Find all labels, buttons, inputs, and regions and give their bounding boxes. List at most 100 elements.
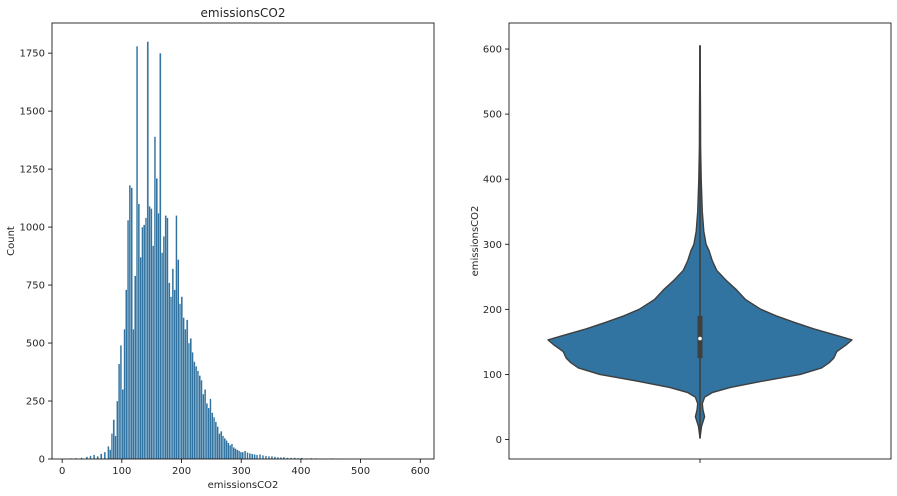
histogram-bar <box>171 268 174 460</box>
histogram-bar <box>198 375 201 460</box>
histogram-bar <box>267 456 270 460</box>
x-tick-label: 400 <box>291 466 310 477</box>
histogram-bar <box>253 454 256 460</box>
histogram-bar <box>264 455 268 460</box>
histogram-bar <box>261 455 265 460</box>
histogram-bar <box>239 451 242 460</box>
histogram-bar <box>109 449 112 460</box>
histogram-bar <box>202 393 205 460</box>
histogram-bar <box>162 236 165 460</box>
histogram-bar <box>229 444 232 460</box>
histogram-bar <box>137 203 140 460</box>
histogram-bar <box>191 352 194 460</box>
histogram-bar <box>134 275 137 460</box>
histogram-bar <box>121 389 124 460</box>
y-tick-label: 750 <box>26 281 45 292</box>
x-tick-label: 600 <box>411 466 430 477</box>
histogram-bar <box>146 41 149 460</box>
histogram-bar <box>230 443 233 460</box>
x-tick-label: 500 <box>351 466 370 477</box>
histogram-bar <box>225 440 228 460</box>
histogram-bar <box>159 53 162 460</box>
histogram-bar <box>157 213 160 460</box>
histogram-bar <box>100 453 103 460</box>
y-tick-label: 400 <box>483 175 502 186</box>
histogram-bar <box>112 419 115 460</box>
histogram-bar <box>114 435 117 460</box>
histogram-bar <box>258 454 262 460</box>
histogram-bar <box>125 289 128 460</box>
y-tick-label: 1500 <box>20 107 45 118</box>
x-tick-label: 300 <box>232 466 251 477</box>
histogram-title: emissionsCO2 <box>201 6 286 20</box>
histogram-bar <box>152 245 155 460</box>
histogram-bar <box>179 303 182 460</box>
y-tick-label: 300 <box>483 240 502 251</box>
histogram-bar <box>270 456 273 460</box>
histogram-bar <box>173 289 176 460</box>
histogram-bar <box>205 403 208 460</box>
histogram-bar <box>209 398 212 460</box>
histogram-bar <box>143 224 146 460</box>
histogram-bar <box>107 446 110 460</box>
histogram-bar <box>128 185 131 460</box>
violin-median-dot <box>698 336 702 341</box>
histogram-bar <box>118 363 121 460</box>
y-tick-label: 0 <box>39 455 45 466</box>
y-tick-label: 500 <box>483 110 502 121</box>
histogram-bar <box>211 412 214 460</box>
histogram-bar <box>164 215 167 460</box>
histogram-bar <box>246 452 249 460</box>
y-tick-label: 600 <box>483 45 502 56</box>
x-tick-label: 100 <box>112 466 131 477</box>
histogram-bar <box>132 329 135 460</box>
histogram-axes-frame <box>51 22 435 460</box>
histogram-panel: emissionsCO2 0 100 200 300 400 500 600 0 250 500… <box>6 6 435 491</box>
histogram-x-ticks: 0 100 200 300 400 500 600 <box>59 459 430 477</box>
histogram-bar <box>234 448 237 460</box>
histogram-bar <box>184 329 187 460</box>
histogram-bar <box>161 252 164 460</box>
histogram-bar <box>204 389 207 460</box>
histogram-bar <box>144 217 148 460</box>
histogram-bar <box>155 178 158 460</box>
y-tick-label: 500 <box>26 339 45 350</box>
histogram-y-axis-label: Count <box>6 226 17 256</box>
violin-panel: 0 100 200 300 400 500 600 emissionsCO2 <box>470 22 892 463</box>
histogram-bar <box>170 296 173 460</box>
histogram-bar <box>168 282 171 460</box>
histogram-bar <box>220 431 223 460</box>
x-tick-label: 0 <box>59 466 65 477</box>
histogram-bar <box>177 259 180 460</box>
histogram-bar <box>130 187 133 460</box>
histogram-bar <box>256 454 259 460</box>
histogram-bar <box>195 366 198 460</box>
histogram-bar <box>241 451 244 460</box>
y-tick-label: 1000 <box>20 223 45 234</box>
histogram-bar <box>166 217 169 460</box>
histogram-bar <box>227 442 230 460</box>
histogram-bar <box>218 433 221 460</box>
x-tick-label: 200 <box>172 466 191 477</box>
histogram-bars <box>69 41 417 460</box>
histogram-bar <box>223 438 226 460</box>
histogram-bar <box>193 361 196 460</box>
histogram-bar <box>200 380 203 460</box>
histogram-bar <box>89 455 92 460</box>
histogram-bar <box>238 450 241 460</box>
histogram-bar <box>248 453 251 460</box>
y-tick-label: 1750 <box>20 49 45 60</box>
histogram-bar <box>103 451 106 460</box>
histogram-bar <box>213 417 216 460</box>
histogram-y-ticks: 0 250 500 750 1000 1250 1500 1750 <box>20 49 52 466</box>
histogram-bar <box>236 449 239 460</box>
histogram-bar <box>216 426 219 460</box>
y-tick-label: 200 <box>483 305 502 316</box>
histogram-bar <box>150 208 153 460</box>
violin-shape <box>547 45 853 439</box>
histogram-bar <box>96 456 99 460</box>
histogram-bar <box>221 435 225 460</box>
histogram-bar <box>186 319 189 460</box>
histogram-bar <box>116 400 119 460</box>
